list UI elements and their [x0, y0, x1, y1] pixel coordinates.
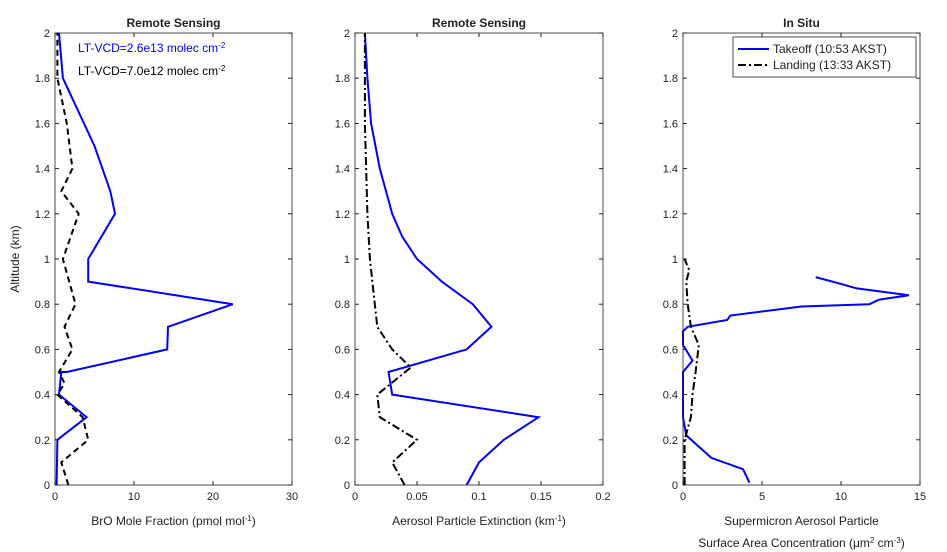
text-part: )	[562, 514, 566, 528]
x-tick-label: 0	[352, 491, 358, 503]
y-tick-label: 0.8	[663, 299, 678, 311]
y-tick-label: 0.4	[663, 390, 678, 402]
profile-line	[363, 33, 419, 486]
text-part: )	[901, 536, 905, 550]
y-tick-label: 1.8	[35, 73, 50, 85]
y-tick-label: 1.2	[335, 209, 350, 221]
text-part: Supermicron Aerosol Particle	[724, 514, 879, 528]
x-tick-label: 10	[128, 491, 140, 503]
panel: Remote Sensing 0 0.2 0.4 0.6 0.8 1 1.2 1.4 1.6 1.8…	[335, 16, 611, 528]
y-tick-label: 1.8	[335, 73, 350, 85]
x-axis-label: BrO Mole Fraction (pmol mol-1)	[91, 514, 256, 529]
x-tick-label: 5	[759, 491, 765, 503]
profile-line	[55, 32, 234, 486]
superscript: -1	[245, 514, 253, 523]
superscript: -2	[218, 41, 226, 50]
plot-frame	[354, 32, 604, 486]
plot-frame	[682, 32, 921, 486]
text-part: Surface Area Concentration (μm	[698, 536, 870, 550]
superscript: -3	[894, 536, 902, 545]
text-part: )	[252, 514, 256, 528]
y-tick-label: 2	[44, 28, 50, 40]
x-axis-label: Surface Area Concentration (μm2 cm-3)	[698, 536, 905, 551]
text-part: LT-VCD=7.0e12 molec cm	[78, 64, 218, 78]
y-tick-label: 1.6	[663, 118, 678, 130]
y-tick-label: 0.4	[335, 390, 350, 402]
legend-box	[732, 36, 917, 78]
x-tick-label: 20	[207, 491, 219, 503]
x-tick-label: 0.05	[406, 491, 427, 503]
y-tick-label: 1.4	[663, 164, 678, 176]
y-tick-label: 1.4	[35, 164, 50, 176]
profile-line	[363, 32, 542, 486]
x-tick-label: 0.2	[595, 491, 610, 503]
y-tick-label: 1.6	[35, 118, 50, 130]
y-tick-label: 0.2	[335, 435, 350, 447]
y-tick-label: 0.2	[663, 435, 678, 447]
y-tick-label: 0.4	[35, 390, 50, 402]
x-tick-label: 0	[680, 491, 686, 503]
y-tick-label: 0.8	[35, 299, 50, 311]
y-axis-label: Altitude (km)	[8, 225, 22, 292]
y-tick-label: 1.4	[335, 164, 350, 176]
y-tick-label: 0.2	[35, 435, 50, 447]
profile-line	[682, 276, 910, 484]
text-part: BrO Mole Fraction (pmol mol	[91, 514, 244, 528]
profile-line	[683, 258, 700, 485]
profile-line	[56, 33, 90, 486]
panel-title: Remote Sensing	[432, 16, 526, 30]
legend-label: Takeoff (10:53 AKST)	[773, 42, 887, 56]
y-tick-label: 0	[672, 480, 678, 492]
y-tick-label: 0.8	[335, 299, 350, 311]
panel-title: In Situ	[783, 16, 820, 30]
y-tick-label: 1.8	[663, 73, 678, 85]
x-tick-label: 0	[52, 491, 58, 503]
x-axis-label: Supermicron Aerosol Particle	[724, 514, 879, 528]
superscript: -2	[218, 64, 226, 73]
x-tick-label: 10	[835, 491, 847, 503]
y-tick-label: 0	[44, 480, 50, 492]
annotation: LT-VCD=2.6e13 molec cm-2	[78, 41, 226, 56]
y-tick-label: 2	[344, 28, 350, 40]
panel: In Situ 0 0.2 0.4 0.6 0.8 1 1.2 1.4 1.6 1.8 2 0 5 10 15…	[663, 16, 926, 550]
text-part: LT-VCD=2.6e13 molec cm	[78, 41, 218, 55]
y-tick-label: 1.2	[35, 209, 50, 221]
y-tick-label: 1.2	[663, 209, 678, 221]
x-axis-label: Aerosol Particle Extinction (km-1)	[392, 514, 566, 529]
y-tick-label: 0.6	[663, 344, 678, 356]
superscript: 2	[870, 536, 875, 545]
plot-frame	[54, 32, 293, 486]
panel: Remote Sensing 0 0.2 0.4 0.6 0.8 1 1.2 1.4 1.6 1.8…	[8, 16, 298, 528]
x-tick-label: 0.1	[471, 491, 486, 503]
x-tick-label: 15	[914, 491, 926, 503]
y-tick-label: 1	[344, 254, 350, 266]
text-part: Aerosol Particle Extinction (km	[392, 514, 555, 528]
x-tick-label: 30	[286, 491, 298, 503]
y-tick-label: 0.6	[35, 344, 50, 356]
y-tick-label: 1	[672, 254, 678, 266]
y-tick-label: 1	[44, 254, 50, 266]
panel-title: Remote Sensing	[126, 16, 220, 30]
y-tick-label: 1.6	[335, 118, 350, 130]
annotation: LT-VCD=7.0e12 molec cm-2	[78, 64, 226, 79]
text-part: cm	[874, 536, 893, 550]
y-tick-label: 2	[672, 28, 678, 40]
y-tick-label: 0	[344, 480, 350, 492]
superscript: -1	[555, 514, 563, 523]
y-tick-label: 0.6	[335, 344, 350, 356]
x-tick-label: 0.15	[530, 491, 551, 503]
legend-label: Landing (13:33 AKST)	[773, 58, 891, 72]
